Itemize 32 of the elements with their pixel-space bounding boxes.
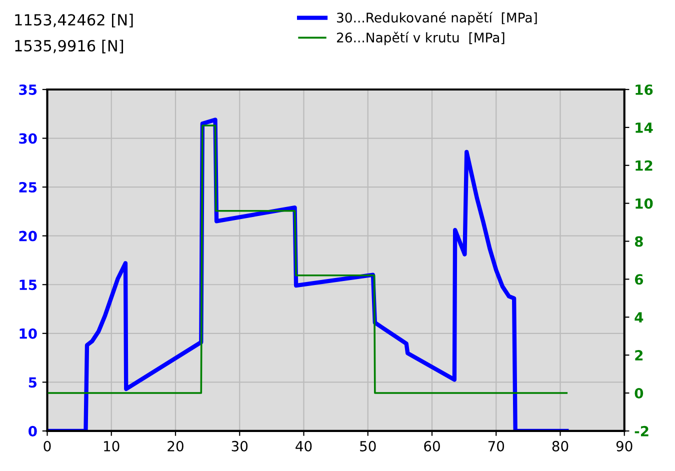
x-tick-label: 20 [168,440,184,452]
y2-tick-label: 12 [636,160,652,171]
x-tick-label: 0 [44,440,51,452]
y2-tick-label: 0 [634,388,644,398]
x-tick-label: 10 [104,440,120,452]
x-tick-label: 90 [616,440,632,452]
y-tick-label: 30 [19,133,37,144]
y-tick-label: 10 [20,328,37,339]
y-tick-label: 35 [19,84,37,95]
x-tick-label: 60 [424,440,440,452]
y2-tick-label: 10 [636,198,653,209]
x-tick-label: 50 [360,440,376,452]
text: 1535,9916 [N] [15,40,124,54]
legend-label: 26...Napětí v krutu [MPa] [336,32,504,46]
y-tick-label: 25 [19,182,37,193]
y-tick-label: 5 [28,377,37,388]
y2-tick-label: 8 [634,236,643,247]
y-tick-label: 15 [20,280,37,290]
y-tick-label: 20 [19,230,37,242]
y2-tick-label: 14 [636,122,653,133]
legend-label: 30...Redukované napětí [MPa] [337,12,537,26]
y2-tick-label: 4 [634,312,644,322]
x-tick-label: 70 [488,440,504,452]
y2-tick-label: 16 [636,84,653,95]
y2-tick-label: 6 [634,274,644,285]
x-tick-label: 80 [552,440,568,452]
x-tick-label: 40 [296,440,312,452]
text: 1153,42462 [N] [15,14,133,28]
x-tick-label: 30 [232,440,248,452]
y-tick-label: 0 [28,426,37,436]
y2-tick-label: -2 [634,426,648,436]
y2-tick-label: 2 [635,350,643,360]
